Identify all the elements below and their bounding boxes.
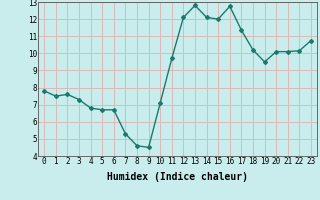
X-axis label: Humidex (Indice chaleur): Humidex (Indice chaleur) [107,172,248,182]
